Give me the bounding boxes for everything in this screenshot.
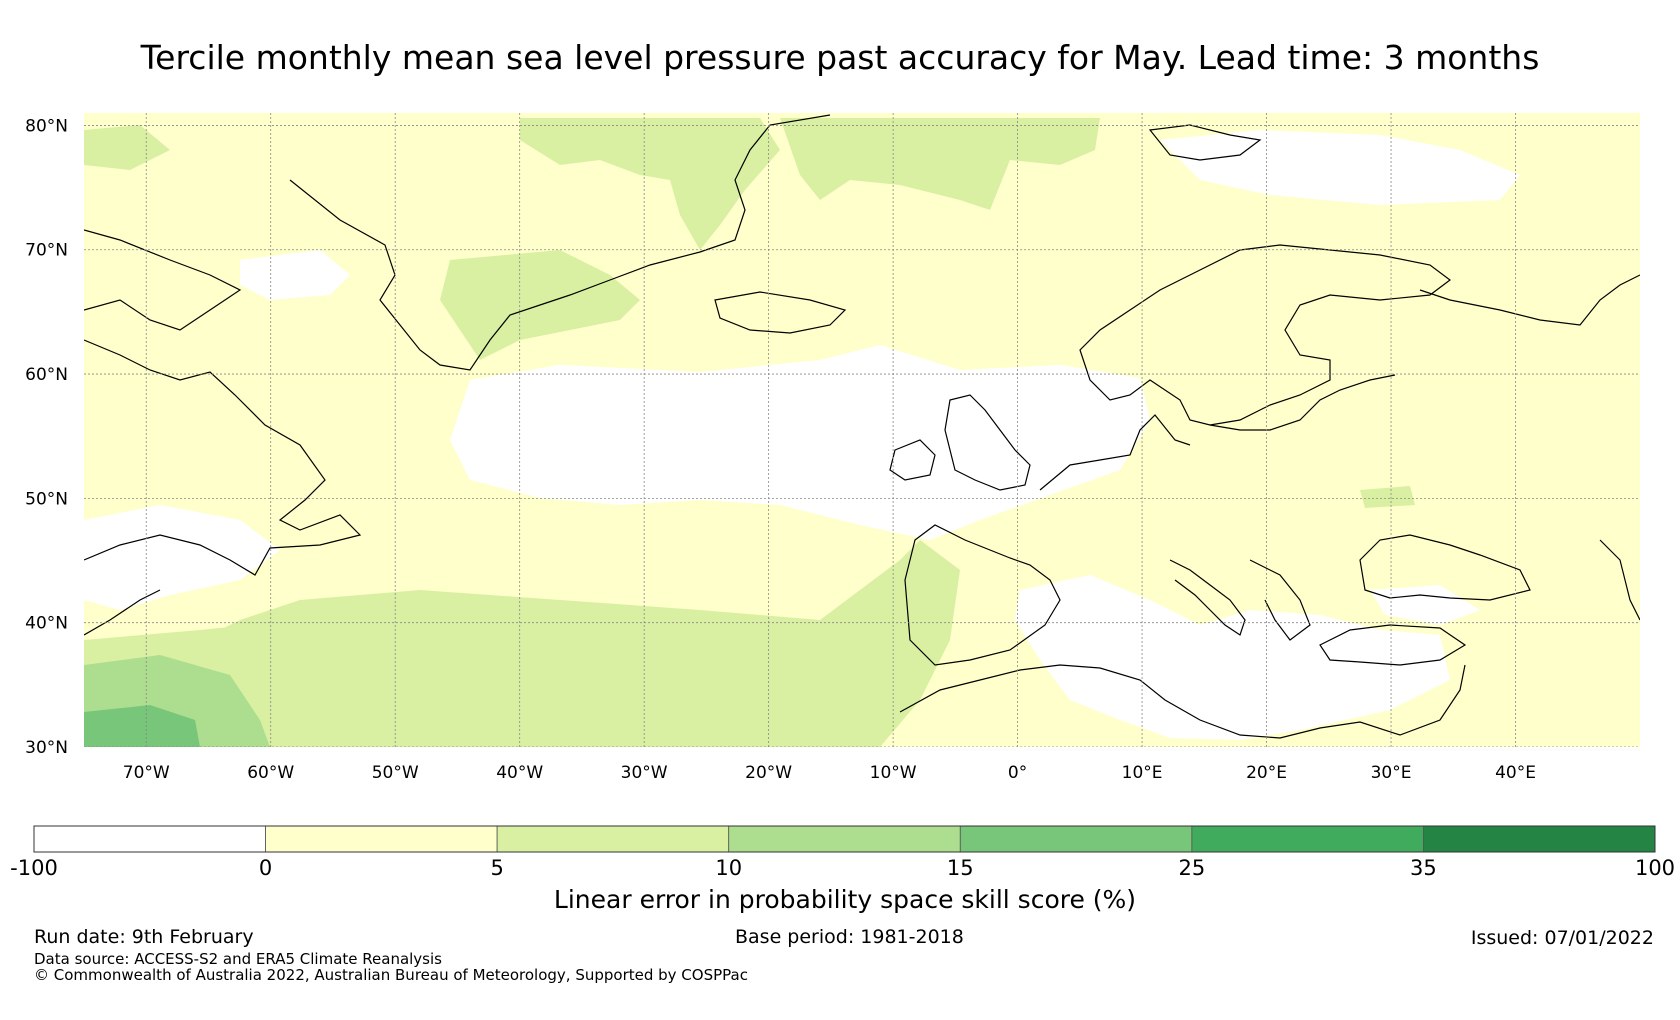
lat-label-70: 70°N: [25, 241, 68, 261]
skill-region-labrador: [240, 250, 350, 300]
colorbar-segment-5: [1191, 825, 1424, 853]
lon-label--60: 60°W: [247, 763, 294, 783]
copyright-notice: © Commonwealth of Australia 2022, Austra…: [34, 966, 748, 984]
skill-region-black-sea-east: [1360, 486, 1415, 508]
coast-greenland: [289, 114, 831, 371]
lon-label-0: 0°: [1008, 763, 1027, 783]
coast-italy: [1169, 559, 1246, 636]
colorbar-segment-3: [728, 825, 961, 853]
colorbar-tick-label: -100: [10, 856, 58, 880]
coast-us-east: [84, 589, 161, 636]
coast-russia-north: [1419, 274, 1640, 326]
lat-label-60: 60°N: [25, 365, 68, 385]
lon-label--30: 30°W: [621, 763, 668, 783]
colorbar-segment-4: [959, 825, 1193, 853]
colorbar-segment-1: [265, 825, 498, 853]
skill-region-greenland-sea: [520, 118, 780, 250]
coast-iceland: [714, 291, 847, 334]
latitude-labels: 80°N 70°N 60°N 50°N 40°N 30°N: [25, 116, 68, 758]
skill-regions-negative: [84, 130, 1520, 740]
skill-regions-15-25: [84, 705, 200, 747]
coast-turkey: [1319, 624, 1467, 666]
lon-label-10: 10°E: [1122, 763, 1163, 783]
coast-ireland: [889, 439, 936, 481]
colorbar-segment-6: [1423, 825, 1656, 853]
lon-label--40: 40°W: [496, 763, 543, 783]
skill-region-black-sea: [1370, 585, 1480, 625]
skill-region-mediterranean: [1015, 575, 1450, 740]
coast-iberia: [904, 524, 1061, 666]
chart-title: Tercile monthly mean sea level pressure …: [140, 38, 1540, 77]
map-plot-area: [84, 113, 1640, 747]
skill-region-arctic-west: [84, 125, 170, 170]
colorbar-segment-0: [33, 825, 266, 853]
coast-mediterranean-south: [899, 664, 1466, 739]
lon-label--70: 70°W: [123, 763, 170, 783]
coast-scandinavia: [1079, 244, 1451, 426]
skill-region-north-atlantic-band: [450, 345, 1150, 540]
coast-british-isles: [944, 394, 1031, 491]
coastlines: [84, 114, 1640, 739]
data-source: Data source: ACCESS-S2 and ERA5 Climate …: [34, 950, 442, 968]
colorbar-label: Linear error in probability space skill …: [554, 885, 1136, 914]
base-period: Base period: 1981-2018: [735, 926, 964, 948]
colorbar-tick-label: 25: [1178, 856, 1205, 880]
coast-caspian-east: [1599, 539, 1640, 621]
lat-label-50: 50°N: [25, 489, 68, 509]
skill-region-barents: [1160, 130, 1520, 205]
lat-label-30: 30°N: [25, 738, 68, 758]
lon-label--10: 10°W: [870, 763, 917, 783]
colorbar-ticks: -100 0 5 10 15 25 35 100: [10, 856, 1675, 880]
skill-region-central-atlantic: [120, 540, 960, 747]
skill-regions-5-10: [84, 118, 1415, 747]
coast-balkans: [1249, 559, 1311, 641]
coast-baltic: [1209, 374, 1396, 431]
lon-label-40: 40°E: [1495, 763, 1536, 783]
skill-region-subtropical-peak: [84, 705, 200, 747]
colorbar-segment-2: [496, 825, 730, 853]
colorbar-tick-label: 5: [490, 856, 503, 880]
colorbar-tick-label: 35: [1410, 856, 1437, 880]
run-date: Run date: 9th February: [34, 926, 254, 948]
longitude-labels: 70°W 60°W 50°W 40°W 30°W 20°W 10°W 0° 10°E 20°E 30…: [123, 763, 1536, 783]
coast-arctic-svalbard: [1148, 124, 1262, 161]
colorbar-tick-label: 0: [259, 856, 272, 880]
coast-black-sea: [1359, 534, 1531, 601]
colorbar-tick-label: 10: [715, 856, 742, 880]
colorbar-tick-label: 100: [1635, 856, 1675, 880]
issued-date: Issued: 07/01/2022: [1470, 927, 1654, 949]
coast-labrador: [84, 339, 362, 576]
colorbar-tick-label: 15: [947, 856, 974, 880]
gridlines: [84, 113, 1640, 747]
lon-label-20: 20°E: [1246, 763, 1287, 783]
skill-region-gulf-st-lawrence: [84, 505, 280, 610]
coast-europe-west: [1039, 414, 1191, 491]
lon-label-30: 30°E: [1371, 763, 1412, 783]
lat-label-40: 40°N: [25, 614, 68, 634]
skill-region-norwegian-sea: [780, 118, 1100, 210]
lon-label--50: 50°W: [372, 763, 419, 783]
lat-label-80: 80°N: [25, 116, 68, 136]
colorbar: [33, 825, 1656, 853]
colorbar-outline: [33, 825, 1656, 853]
lon-label--20: 20°W: [745, 763, 792, 783]
